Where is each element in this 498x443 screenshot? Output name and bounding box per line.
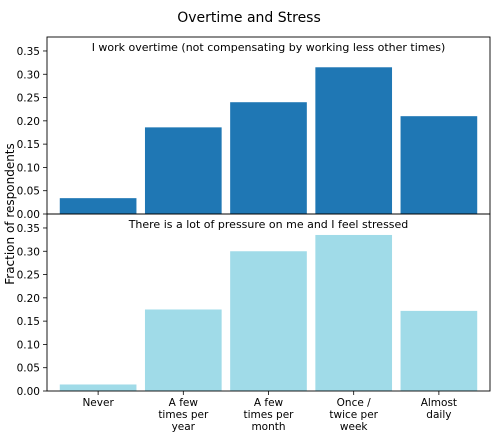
ytick-label-panel2-7: 0.35 (17, 223, 40, 235)
ytick-label-panel2-3: 0.15 (17, 316, 40, 328)
bar-panel1-2 (144, 127, 222, 214)
ytick-label-panel1-0: 0.00 (17, 209, 40, 221)
xtick-label-5: Almost daily (421, 397, 457, 421)
chart-title: Overtime and Stress (177, 10, 321, 26)
panel-title-1: I work overtime (not compensating by wor… (92, 41, 446, 54)
bar-panel1-3 (230, 102, 307, 214)
ytick-label-panel1-2: 0.10 (17, 162, 40, 174)
ytick-label-panel1-5: 0.25 (17, 93, 40, 105)
ytick-label-panel1-6: 0.30 (17, 69, 40, 81)
bar-panel1-4 (315, 67, 393, 214)
ytick-label-panel1-4: 0.20 (17, 116, 40, 128)
panel-title-2: There is a lot of pressure on me and I f… (128, 218, 409, 231)
ytick-label-panel2-4: 0.20 (17, 293, 40, 305)
ytick-label-panel2-5: 0.25 (17, 270, 40, 282)
panel-2: 0.00 0.05 0.10 0.15 0.20 0.25 0.30 0.35 There is… (17, 213, 491, 398)
bar-panel1-5 (400, 116, 478, 214)
xtick-label-4: Once / twice per week (329, 397, 378, 433)
xtick-label-3: A few times per month (244, 397, 295, 433)
xtick-label-1: Never (82, 397, 114, 409)
bar-panel2-1 (59, 384, 137, 391)
ytick-label-panel2-6: 0.30 (17, 246, 40, 258)
bar-panel2-5 (400, 310, 478, 391)
y-axis-label: Fraction of respondents (3, 143, 17, 285)
ytick-label-panel2-1: 0.05 (17, 363, 40, 375)
panel-1: 0.00 0.05 0.10 0.15 0.20 0.25 0.30 0.35 I work o… (17, 36, 491, 221)
xtick-label-2: A few times per year (158, 397, 209, 433)
bar-panel2-4 (315, 234, 393, 391)
ytick-label-panel1-3: 0.15 (17, 139, 40, 151)
ytick-label-panel2-2: 0.10 (17, 339, 40, 351)
bar-panel2-2 (144, 309, 222, 391)
ytick-label-panel2-0: 0.00 (17, 386, 40, 398)
bar-panel2-3 (230, 251, 307, 391)
ytick-label-panel1-1: 0.05 (17, 186, 40, 198)
ytick-label-panel1-7: 0.35 (17, 46, 40, 58)
bar-panel1-1 (59, 198, 137, 214)
panels: 0.00 0.05 0.10 0.15 0.20 0.25 0.30 0.35 I work o… (17, 36, 491, 433)
